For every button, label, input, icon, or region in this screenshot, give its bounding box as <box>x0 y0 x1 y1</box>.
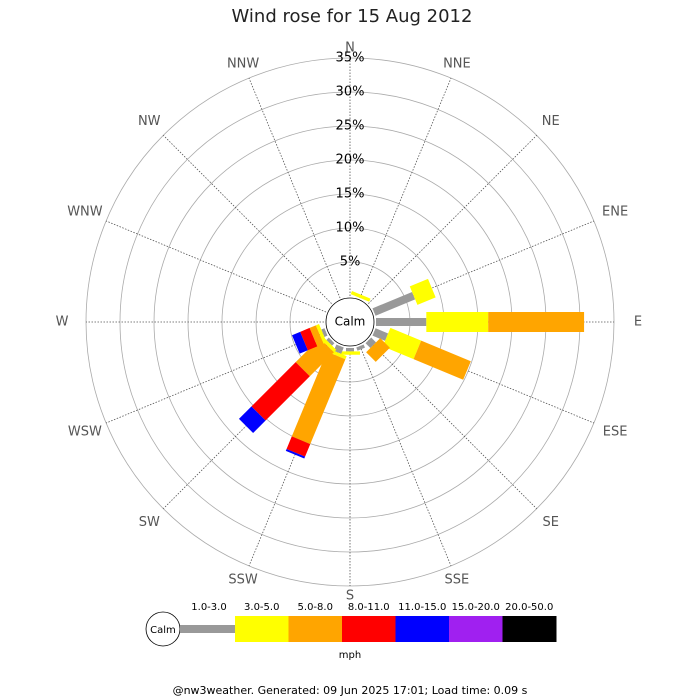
legend-label: 8.0-11.0 <box>348 602 390 613</box>
legend-units: mph <box>339 650 361 661</box>
wind-segment <box>333 344 344 354</box>
legend-swatch <box>502 616 557 642</box>
wind-segment <box>291 351 346 445</box>
legend-swatch <box>449 616 503 642</box>
wind-segment <box>286 436 311 457</box>
legend-label: 1.0-3.0 <box>191 602 226 613</box>
direction-label: SW <box>139 515 160 530</box>
r-tick-label: 30% <box>336 85 365 100</box>
wind-segment <box>372 328 389 341</box>
r-tick-label: 35% <box>336 51 365 66</box>
calm-circle <box>325 297 375 347</box>
spoke <box>359 345 452 567</box>
spoke <box>163 135 332 304</box>
direction-label: SE <box>543 515 559 530</box>
legend-swatch <box>342 616 396 642</box>
direction-label: S <box>346 589 354 604</box>
direction-label: SSW <box>228 573 258 588</box>
direction-label: NNE <box>443 56 471 71</box>
legend-swatch <box>180 625 235 633</box>
wind-segment <box>366 338 390 362</box>
legend-label: 20.0-50.0 <box>505 602 553 613</box>
wind-segment <box>409 278 436 305</box>
wind-segment <box>291 331 308 354</box>
legend-label: 15.0-20.0 <box>452 602 500 613</box>
wind-segment <box>300 327 318 351</box>
legend-swatch <box>288 616 343 642</box>
wind-segment <box>321 328 328 337</box>
r-tick-label: 20% <box>336 153 365 168</box>
wind-segment <box>309 325 324 347</box>
spoke <box>105 331 327 424</box>
wind-segment <box>315 324 327 344</box>
direction-label: WNW <box>67 205 103 220</box>
wind-segment <box>376 318 427 326</box>
legend-label: 11.0-15.0 <box>398 602 446 613</box>
legend-label: 5.0-8.0 <box>298 602 333 613</box>
direction-label: NNW <box>227 56 259 71</box>
wind-segment <box>356 344 365 351</box>
wind-segment <box>295 338 334 377</box>
footer: @nw3weather. Generated: 09 Jun 2025 17:0… <box>173 684 528 697</box>
wind-segment <box>326 337 335 346</box>
wind-segment <box>238 406 266 434</box>
r-tick-label: 5% <box>340 255 361 270</box>
calm-label: Calm <box>335 315 366 329</box>
direction-label: ENE <box>602 205 628 220</box>
direction-label: WSW <box>68 424 102 439</box>
chart-title: Wind rose for 15 Aug 2012 <box>232 6 473 27</box>
wind-segment <box>426 312 489 332</box>
direction-label: NW <box>138 114 161 129</box>
wind-segment <box>365 337 377 349</box>
wind-segment <box>372 291 416 316</box>
wind-segment <box>285 448 306 459</box>
legend-calm-label: Calm <box>150 625 176 636</box>
wind-segment <box>340 351 360 355</box>
wind-segment <box>251 362 310 421</box>
wind-segment <box>350 291 371 302</box>
direction-label: NE <box>542 114 560 129</box>
legend-label: 3.0-5.0 <box>244 602 279 613</box>
spoke <box>368 135 537 304</box>
wind-segment <box>346 348 354 352</box>
r-tick-label: 25% <box>336 119 365 134</box>
spoke <box>248 77 341 299</box>
direction-label: ESE <box>603 424 628 439</box>
wind-segment <box>413 340 471 380</box>
spoke <box>368 340 537 509</box>
legend-swatch <box>395 616 450 642</box>
direction-label: SSE <box>445 573 470 588</box>
r-tick-label: 15% <box>336 187 365 202</box>
spoke <box>105 220 327 313</box>
wind-segment <box>488 312 585 332</box>
r-tick-label: 10% <box>336 221 365 236</box>
direction-label: E <box>634 315 642 330</box>
direction-label: W <box>56 315 69 330</box>
wind-segment <box>382 327 422 360</box>
direction-label: N <box>345 41 355 56</box>
legend-swatch <box>235 616 289 642</box>
spoke <box>359 77 452 299</box>
